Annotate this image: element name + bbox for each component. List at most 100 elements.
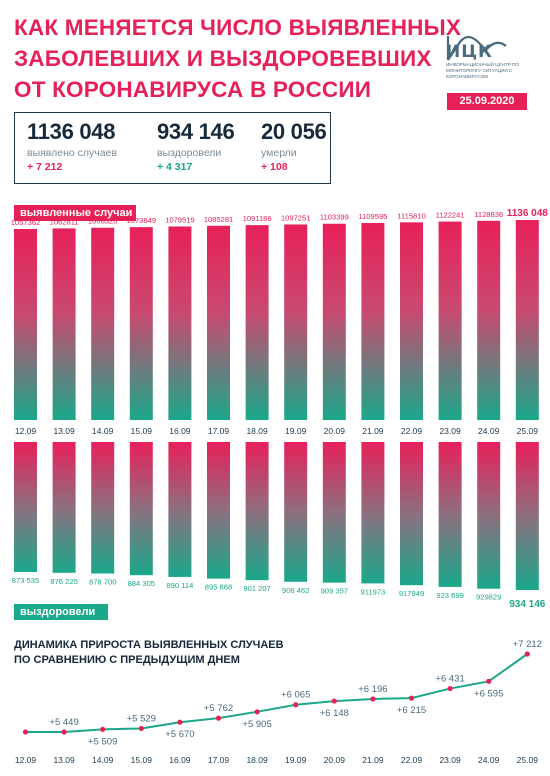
increase-point bbox=[447, 685, 453, 692]
increase-point bbox=[100, 726, 106, 732]
increase-point bbox=[254, 709, 260, 715]
logo-subtitle: ИНФОРМАЦИОННЫЙ ЦЕНТР ПО МОНИТОРИНГУ СИТУ… bbox=[446, 62, 519, 79]
recovered-bar bbox=[207, 442, 230, 579]
cases-date-label: 15.09 bbox=[131, 426, 153, 436]
recovered-bar bbox=[322, 442, 346, 583]
recovered-bar bbox=[361, 442, 385, 584]
dynamics-title: ДИНАМИКА ПРИРОСТА ВЫЯВЛЕННЫХ СЛУЧАЕВ ПО … bbox=[14, 638, 284, 668]
cases-date-label: 16.09 bbox=[169, 426, 191, 436]
cases-date-label: 21.09 bbox=[362, 426, 384, 436]
recovered-value-label: 934 146 bbox=[509, 599, 546, 610]
increase-value-label: +7 212 bbox=[513, 639, 542, 650]
cases-date-label: 18.09 bbox=[246, 426, 268, 436]
cases-value-label: 1103399 bbox=[320, 213, 349, 222]
cases-bar bbox=[91, 227, 115, 420]
stat-recovered: 934 146 выздоровели + 4 317 bbox=[157, 119, 235, 173]
recovered-bar bbox=[515, 442, 539, 590]
recovered-bar bbox=[245, 442, 269, 581]
recovered-value-label: 878 700 bbox=[89, 578, 116, 587]
cases-value-label: 1073849 bbox=[127, 216, 157, 225]
increase-value-label: +5 449 bbox=[49, 717, 78, 728]
cases-bar bbox=[245, 225, 269, 420]
recovered-value-label: 884 305 bbox=[128, 579, 155, 588]
increase-date-label: 24.09 bbox=[478, 755, 500, 765]
increase-value-label: +6 065 bbox=[281, 690, 310, 701]
cases-bar bbox=[400, 222, 423, 420]
cases-date-label: 25.09 bbox=[517, 426, 539, 436]
increase-value-label: +6 215 bbox=[397, 705, 426, 716]
stat-recovered-label: выздоровели bbox=[157, 147, 222, 159]
stat-deaths-value: 20 056 bbox=[261, 119, 327, 144]
title-line-2: ЗАБОЛЕВШИХ И ВЫЗДОРОВЕВШИХ bbox=[14, 46, 432, 71]
increase-date-label: 22.09 bbox=[401, 755, 423, 765]
increase-point bbox=[293, 702, 299, 708]
cases-date-label: 17.09 bbox=[208, 426, 230, 436]
recovered-bar bbox=[438, 442, 462, 587]
logo-name: ИЦК bbox=[446, 42, 493, 62]
recovered-value-label: 909 357 bbox=[321, 587, 348, 596]
cases-bar bbox=[322, 223, 346, 420]
recovered-value-label: 917949 bbox=[399, 589, 424, 598]
stat-cases-delta: + 7 212 bbox=[27, 161, 63, 173]
recovered-bar bbox=[129, 442, 153, 576]
recovered-bar bbox=[400, 442, 423, 586]
increase-date-label: 25.09 bbox=[517, 755, 539, 765]
cases-value-label: 1128836 bbox=[474, 210, 503, 219]
cases-value-label: 1097251 bbox=[281, 213, 311, 222]
cases-bar bbox=[129, 227, 153, 420]
recovered-bar bbox=[168, 442, 192, 577]
increase-value-label: +5 905 bbox=[242, 719, 271, 730]
cases-value-label: 1079519 bbox=[165, 215, 195, 224]
increase-date-label: 15.09 bbox=[131, 755, 153, 765]
increase-value-label: +5 762 bbox=[204, 703, 233, 714]
cases-value-label: 1062811 bbox=[50, 217, 79, 226]
increase-date-label: 12.09 bbox=[15, 755, 37, 765]
increase-date-label: 13.09 bbox=[53, 755, 75, 765]
increase-date-label: 14.09 bbox=[92, 755, 114, 765]
increase-point bbox=[331, 698, 337, 704]
recovered-value-label: 901 207 bbox=[243, 584, 270, 593]
cases-date-label: 23.09 bbox=[439, 426, 461, 436]
increase-point bbox=[177, 719, 183, 725]
increase-point bbox=[61, 729, 67, 735]
cases-value-label: 1068320 bbox=[88, 217, 118, 226]
recovered-chart-label: выздоровели bbox=[14, 604, 108, 620]
cases-date-label: 12.09 bbox=[15, 426, 37, 436]
cases-value-label: 1136 048 bbox=[507, 208, 549, 219]
cases-bar bbox=[207, 225, 230, 420]
increase-date-label: 16.09 bbox=[169, 755, 191, 765]
recovered-value-label: 929829 bbox=[476, 593, 501, 602]
increase-line bbox=[25, 653, 528, 733]
cases-value-label: 1091186 bbox=[243, 214, 272, 223]
cases-date-label: 20.09 bbox=[324, 426, 346, 436]
stat-deaths-label: умерли bbox=[261, 147, 297, 159]
cases-value-label: 1085281 bbox=[204, 215, 234, 224]
recovered-value-label: 906 462 bbox=[282, 586, 309, 595]
cases-bar bbox=[168, 226, 192, 420]
summary-box: 1136 048 выявлено случаев + 7 212 934 14… bbox=[14, 112, 331, 184]
increase-point bbox=[215, 715, 222, 721]
stat-recovered-delta: + 4 317 bbox=[157, 161, 193, 173]
stat-cases: 1136 048 выявлено случаев + 7 212 bbox=[27, 119, 117, 173]
stat-deaths: 20 056 умерли + 108 bbox=[261, 119, 327, 173]
recovered-bar bbox=[284, 442, 308, 582]
logo-icon bbox=[446, 35, 507, 61]
recovered-value-label: 876 225 bbox=[50, 577, 77, 586]
cases-bar bbox=[14, 229, 37, 420]
recovered-value-label: 911973 bbox=[361, 587, 386, 596]
cases-bar bbox=[438, 221, 462, 420]
cases-bar bbox=[52, 228, 76, 420]
increase-point bbox=[408, 695, 415, 701]
recovered-value-label: 895 868 bbox=[205, 583, 232, 592]
cases-date-label: 19.09 bbox=[285, 426, 307, 436]
date-badge: 25.09.2020 bbox=[447, 93, 527, 110]
cases-bar bbox=[284, 224, 308, 420]
dynamics-title-line-1: ДИНАМИКА ПРИРОСТА ВЫЯВЛЕННЫХ СЛУЧАЕВ bbox=[14, 639, 284, 651]
cases-date-label: 24.09 bbox=[478, 426, 500, 436]
increase-date-label: 17.09 bbox=[208, 755, 230, 765]
increase-date-label: 19.09 bbox=[285, 755, 307, 765]
dynamics-title-line-2: ПО СРАВНЕНИЮ С ПРЕДЫДУЩИМ ДНЕМ bbox=[14, 654, 240, 666]
stat-deaths-delta: + 108 bbox=[261, 161, 288, 173]
cases-date-label: 22.09 bbox=[401, 426, 423, 436]
